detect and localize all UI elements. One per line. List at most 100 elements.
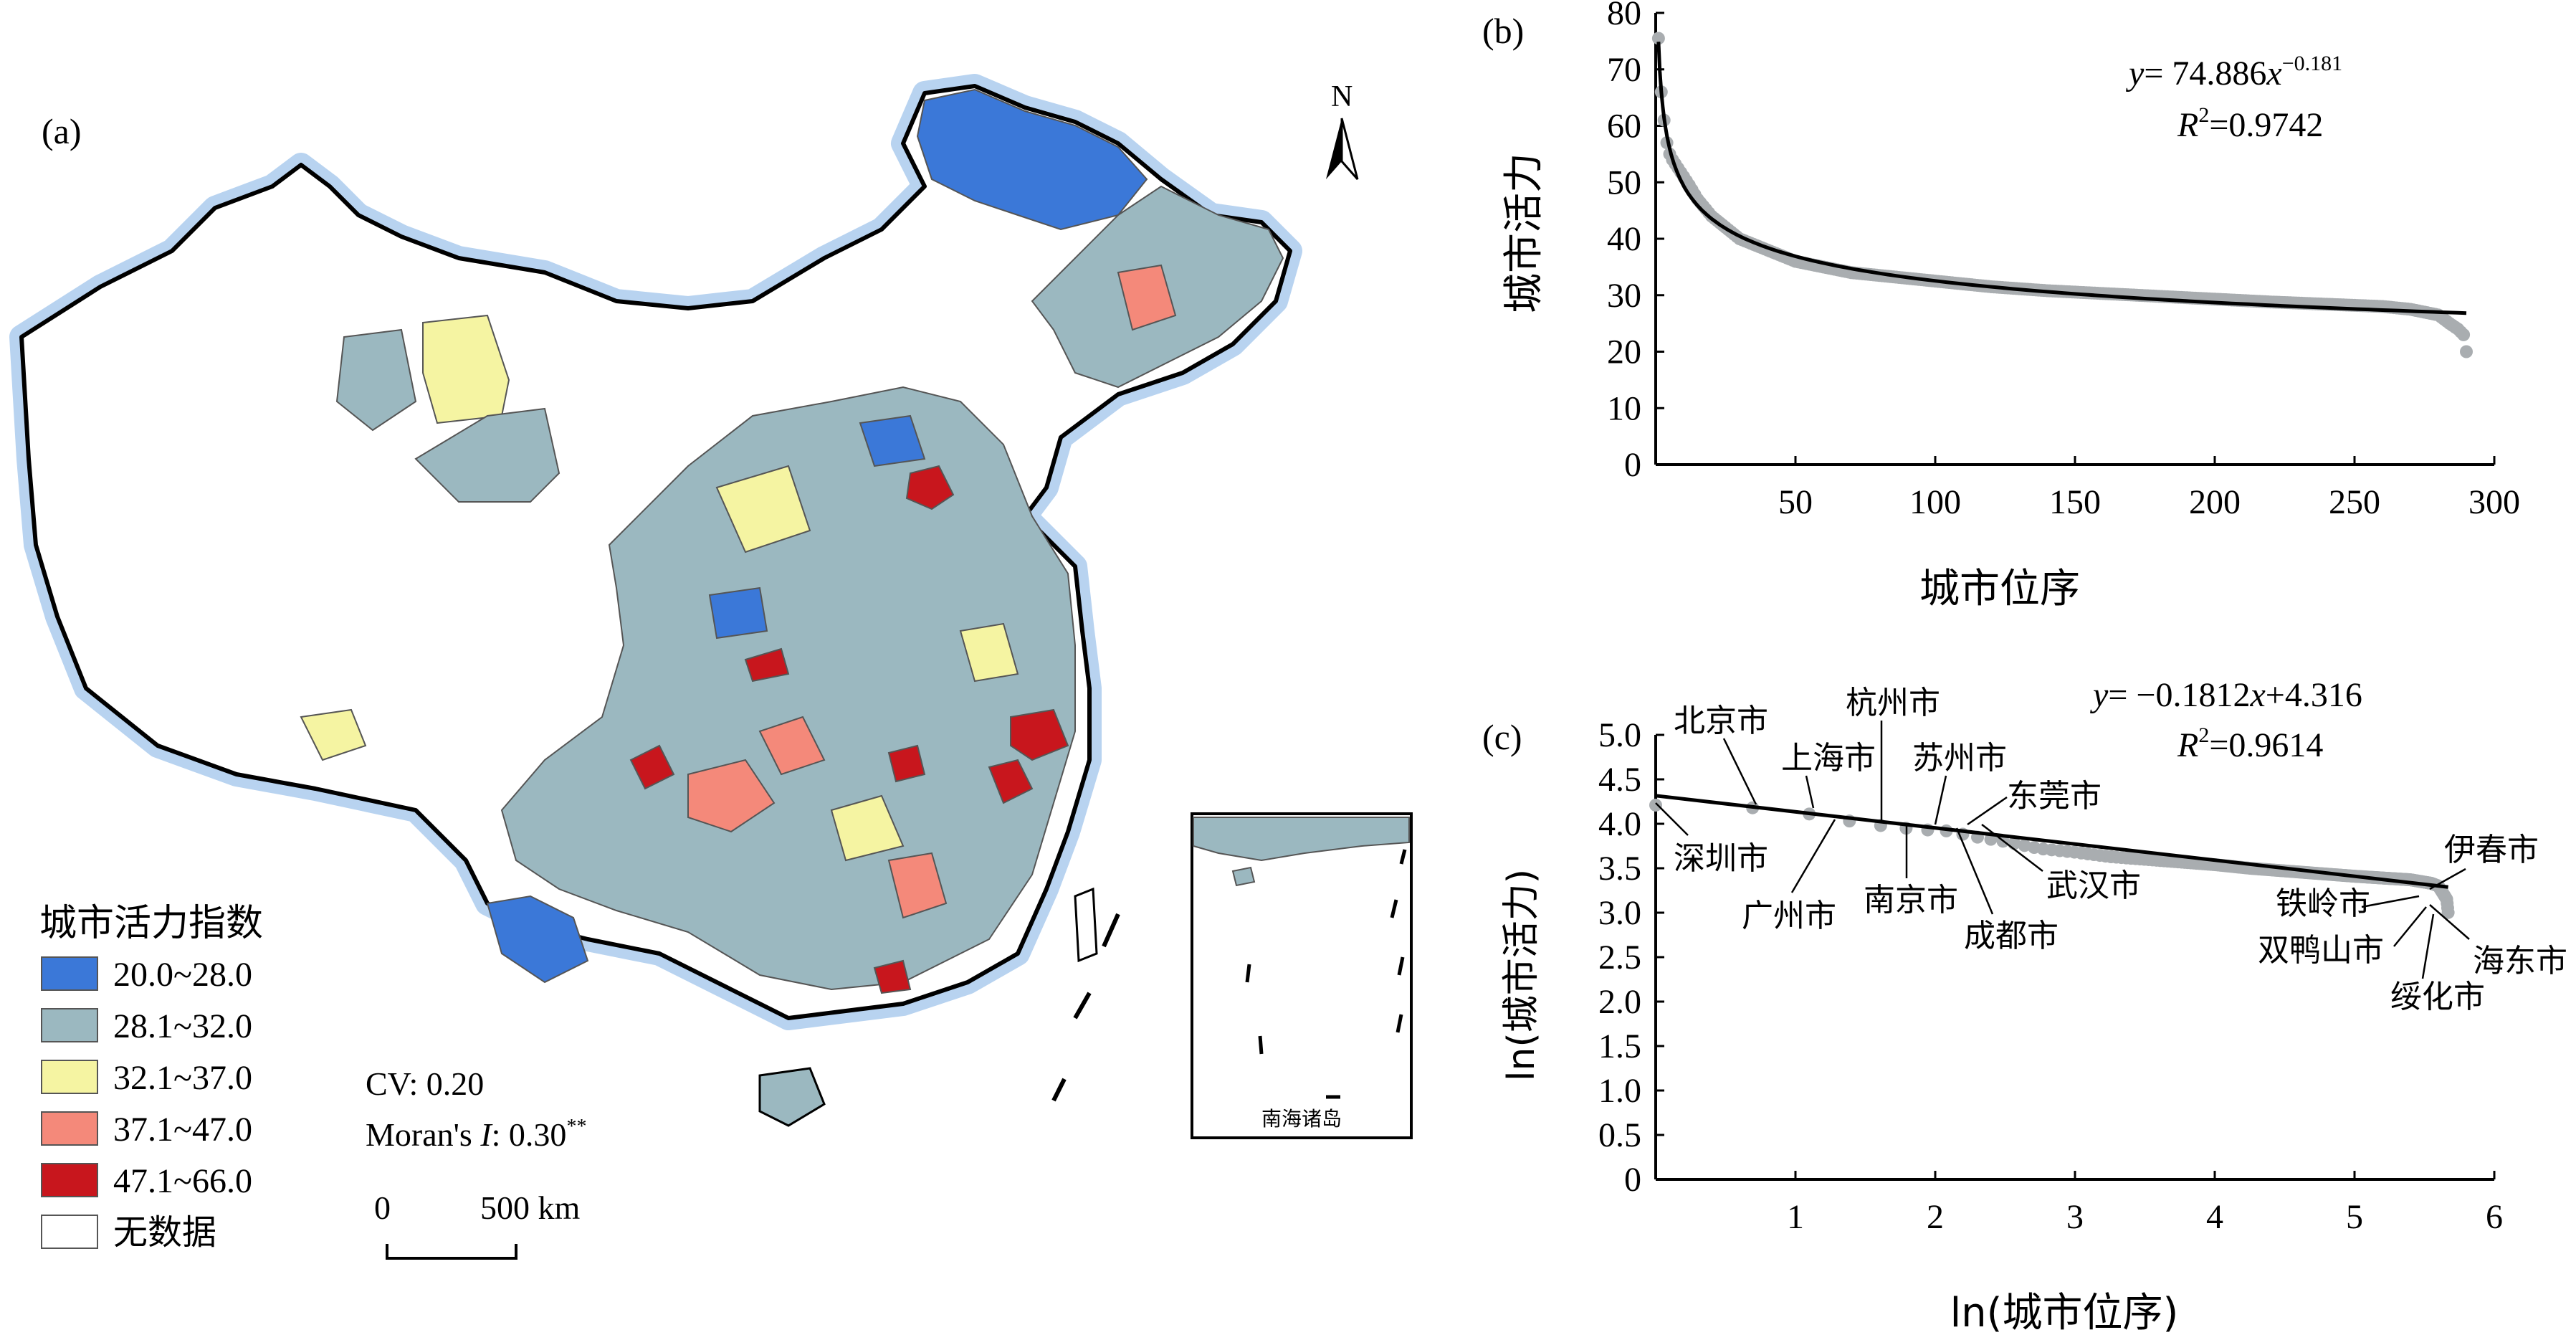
moran-stat: Moran's I: 0.30**: [366, 1116, 586, 1153]
city-leader-line: [2421, 913, 2435, 979]
panel-b-y-tick-label: 0: [1624, 446, 1641, 484]
city-leader-line: [1655, 802, 1689, 836]
panel-b-x-tick-label: 50: [1778, 483, 1813, 521]
city-leader-line: [1981, 824, 2043, 872]
panel-c-point: [2441, 906, 2455, 919]
panel-c-equation: y= −0.1812x+4.316: [2089, 676, 2362, 714]
city-label: 上海市: [1781, 740, 1876, 776]
panel-b-xlabel: 城市位序: [1919, 566, 2080, 612]
panel-c-point: [2018, 839, 2031, 852]
north-arrow-half-icon: [1340, 118, 1359, 180]
city-leader-line: [2361, 895, 2420, 908]
panel-b-x-tick-label: 150: [2049, 483, 2101, 521]
legend-label: 无数据: [113, 1212, 216, 1253]
panel-b-point: [1651, 32, 1665, 45]
panel-c-y-tick-label: 0: [1624, 1161, 1641, 1199]
scale-bar: 0 500 km: [374, 1189, 581, 1260]
panel-b-y-tick-label: 30: [1607, 277, 1641, 315]
china-map: [9, 74, 1302, 1127]
panel-c-y-tick-label: 4.5: [1598, 761, 1641, 799]
panel-c-xlabel: ln(城市位序): [1950, 1290, 2179, 1336]
region-salmon-4: [758, 716, 826, 776]
inset-label: 南海诸岛: [1261, 1107, 1342, 1131]
city-label: 东莞市: [2007, 778, 2102, 814]
region-yellow-2: [830, 794, 905, 862]
inset-dashes: [1245, 849, 1407, 1099]
city-leader-line: [2429, 868, 2466, 890]
panel-c-x-tick-label: 3: [2066, 1198, 2084, 1236]
city-leader-line: [1722, 738, 1757, 805]
city-leader-line: [2429, 904, 2470, 940]
city-label: 深圳市: [1674, 840, 1768, 877]
city-label: 海东市: [2473, 943, 2567, 979]
region-salmon-3: [887, 852, 948, 919]
region-xinjiang-west: [335, 328, 417, 432]
panel-c-ylabel: ln(城市活力): [1500, 869, 1543, 1081]
scale-zero: 0: [374, 1189, 391, 1226]
legend-label: 20.0~28.0: [113, 956, 252, 994]
north-label: N: [1331, 80, 1353, 113]
panel-b-label: (b): [1482, 11, 1524, 51]
region-wuhan: [887, 744, 926, 783]
panel-b-ylabel: 城市活力: [1501, 153, 1547, 313]
panel-c-y-tick-label: 1.5: [1598, 1027, 1641, 1065]
scale-label: 500 km: [480, 1189, 581, 1226]
city-leader-line: [1934, 775, 1947, 825]
panel-b-axes: 50 100 150 200 250 300 0 10 20 30 40 50 60 70 80: [1607, 0, 2520, 521]
legend-label: 28.1~32.0: [113, 1007, 252, 1045]
inset-hainan: [1231, 866, 1256, 887]
city-label: 苏州市: [1912, 740, 2007, 776]
panel-a: (a): [9, 74, 1413, 1260]
region-tibet-yellow: [300, 708, 367, 761]
panel-b-y-tick-label: 10: [1607, 389, 1641, 427]
taiwan: [1074, 887, 1098, 963]
panel-c-x-tick-label: 1: [1787, 1198, 1804, 1236]
city-leader-line: [2393, 906, 2427, 947]
panel-a-label: (a): [42, 111, 82, 151]
legend-swatch: [41, 1060, 98, 1094]
panel-b-y-tick-label: 70: [1607, 51, 1641, 89]
legend-swatch: [41, 1215, 98, 1249]
inset-map: 南海诸岛: [1191, 812, 1413, 1139]
panel-b-y-tick-label: 40: [1607, 220, 1641, 258]
panel-c-x-tick-label: 5: [2346, 1198, 2363, 1236]
region-shanghai: [1010, 708, 1069, 761]
panel-c-label: (c): [1482, 717, 1522, 757]
legend-items: 20.0~28.0 28.1~32.0 32.1~37.0 37.1~47.0 47.1…: [41, 956, 252, 1253]
panel-c-x-tick-label: 6: [2486, 1198, 2503, 1236]
panel-b-r2: R2=0.9742: [2177, 103, 2323, 144]
panel-b: (b) 50 100 150 200 250 300 0 10 20 30 40 50 60 70 80 y…: [1482, 0, 2520, 612]
panel-b-y-tick-label: 50: [1607, 163, 1641, 201]
city-leader-line: [1955, 827, 1994, 915]
legend-swatch: [41, 1008, 98, 1042]
cv-stat: CV: 0.20: [366, 1065, 484, 1102]
region-beijing: [905, 465, 955, 510]
city-label: 成都市: [1964, 918, 2059, 954]
panel-b-fit-line: [1656, 42, 2467, 315]
region-yellow-1: [715, 465, 811, 553]
city-label: 双鸭山市: [2258, 932, 2384, 969]
panel-c-y-tick-label: 3.0: [1598, 894, 1641, 932]
panel-c-y-tick-label: 4.0: [1598, 805, 1641, 843]
region-blue-1: [708, 586, 768, 640]
panel-c-x-tick-label: 4: [2206, 1198, 2223, 1236]
region-yellow-3: [959, 622, 1019, 683]
panel-b-y-tick-label: 60: [1607, 108, 1641, 146]
panel-b-y-tick-label: 80: [1607, 0, 1641, 32]
region-yunnan: [486, 895, 589, 984]
panel-c-y-tick-label: 0.5: [1598, 1116, 1641, 1154]
hainan: [758, 1067, 826, 1127]
panel-b-x-tick-label: 300: [2468, 483, 2520, 521]
panel-c-x-tick-label: 2: [1927, 1198, 1944, 1236]
city-label: 南京市: [1864, 882, 1958, 918]
city-label: 北京市: [1674, 703, 1768, 739]
inset-coast: [1193, 817, 1410, 862]
city-label: 铁岭市: [2276, 885, 2370, 922]
city-label: 绥化市: [2390, 979, 2485, 1015]
panel-c-y-tick-label: 3.5: [1598, 850, 1641, 888]
panel-c-y-tick-label: 1.0: [1598, 1072, 1641, 1110]
panel-b-y-tick-label: 20: [1607, 333, 1641, 371]
region-central: [500, 386, 1076, 991]
